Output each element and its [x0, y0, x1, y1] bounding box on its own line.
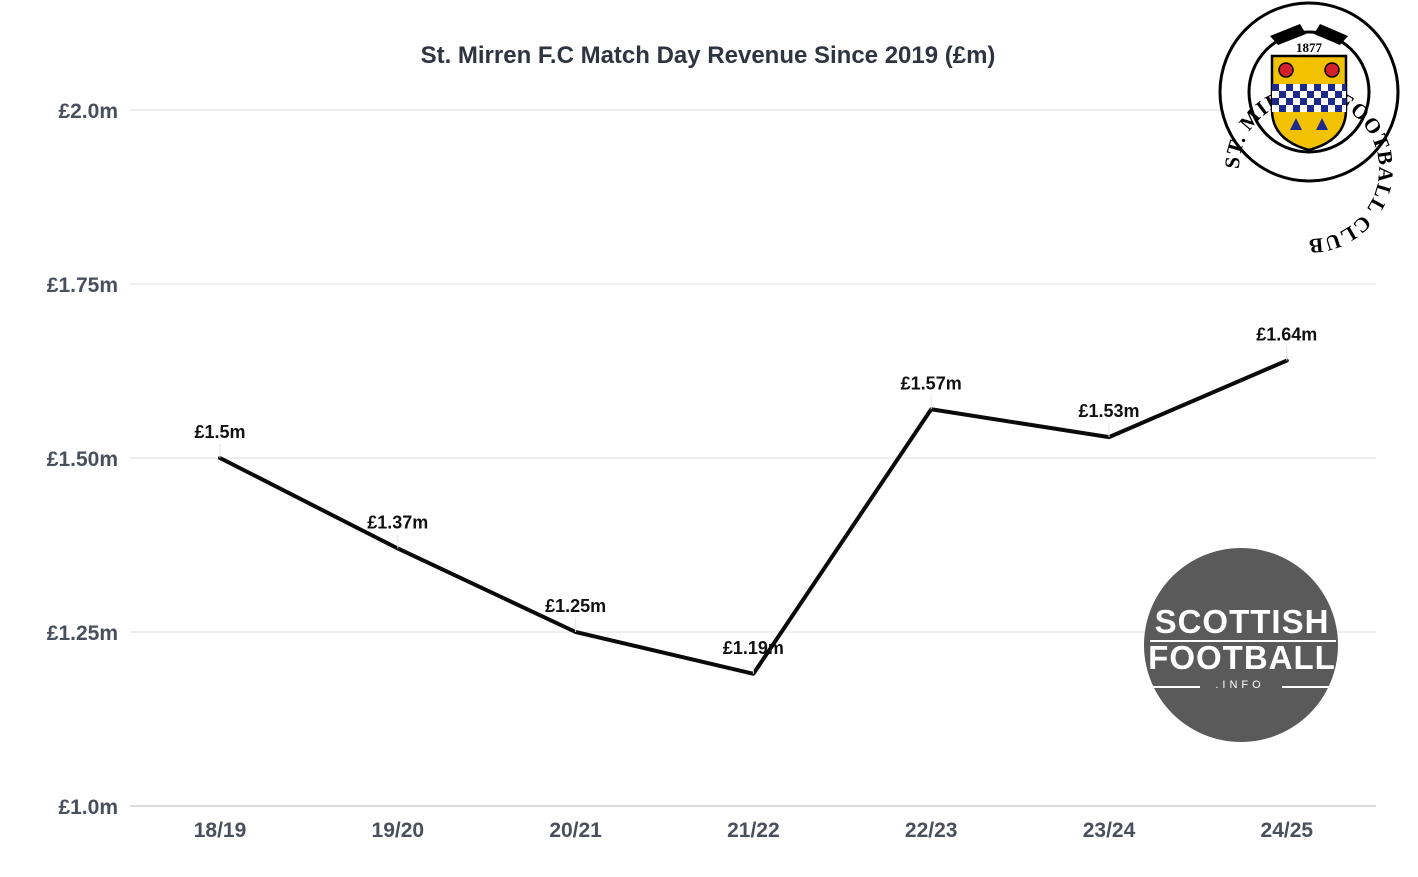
data-label: £1.25m — [545, 596, 606, 616]
crest-checks — [1272, 84, 1346, 112]
chart-title: St. Mirren F.C Match Day Revenue Since 2… — [421, 42, 996, 69]
data-labels: £1.5m £1.37m £1.25m £1.19m £1.57m £1.53m £1.64… — [194, 325, 1317, 658]
crest-year: 1877 — [1296, 40, 1323, 55]
y-tick-label: £1.50m — [47, 448, 118, 471]
x-tick-label: 22/23 — [905, 819, 958, 842]
x-tick-label: 21/22 — [727, 819, 780, 842]
y-tick-label: £1.25m — [47, 622, 118, 645]
data-label: £1.57m — [901, 373, 962, 393]
y-tick-label: £1.0m — [58, 796, 118, 819]
x-tick-label: 23/24 — [1083, 819, 1136, 842]
crest-stripes — [1270, 24, 1348, 45]
data-label: £1.37m — [367, 512, 428, 532]
watermark-circle — [1144, 548, 1338, 742]
x-tick-label: 18/19 — [194, 819, 247, 842]
crest-emblem-right — [1316, 118, 1328, 130]
crest-emblem-left — [1290, 118, 1302, 130]
data-label: £1.53m — [1078, 401, 1139, 421]
crest-inner-ring — [1247, 30, 1371, 154]
y-axis: £1.0m £1.25m £1.50m £1.75m £2.0m — [47, 100, 118, 819]
gridlines — [130, 109, 1376, 807]
data-label: £1.5m — [194, 422, 245, 442]
crest-rose-right — [1324, 62, 1340, 78]
y-tick-label: £2.0m — [58, 100, 118, 123]
x-tick-label: 24/25 — [1261, 819, 1314, 842]
x-axis: 18/19 19/20 20/21 21/22 22/23 23/24 24/25 — [194, 819, 1314, 842]
y-tick-label: £1.75m — [47, 274, 118, 297]
crest-rose-left — [1278, 62, 1294, 78]
club-crest-logo: ST. MIRREN FOOTBALL CLUB 1877 — [1218, 1, 1400, 258]
watermark-line3: .INFO — [1215, 679, 1264, 691]
data-label: £1.64m — [1256, 325, 1317, 345]
watermark-line1: SCOTTISH — [1155, 603, 1330, 640]
watermark-line2: FOOTBALL — [1148, 639, 1336, 676]
series — [218, 346, 1289, 676]
x-tick-label: 19/20 — [372, 819, 425, 842]
watermark-logo: SCOTTISH FOOTBALL .INFO — [1144, 548, 1338, 742]
x-tick-label: 20/21 — [549, 819, 602, 842]
data-label: £1.19m — [723, 638, 784, 658]
